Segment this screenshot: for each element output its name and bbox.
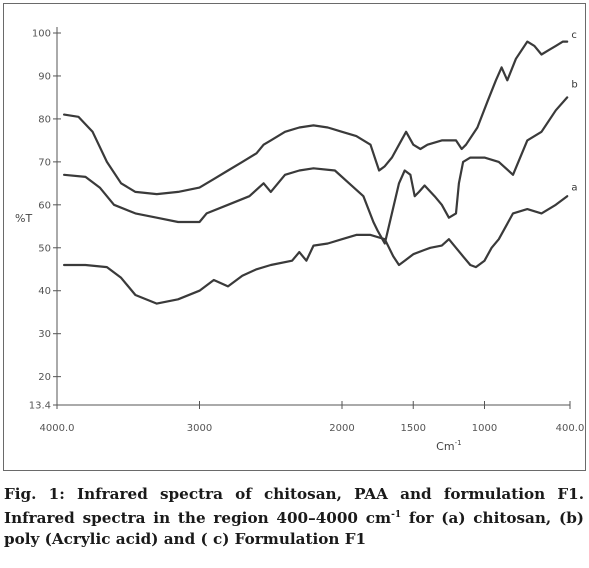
- x-axis-title-sup: -1: [455, 439, 462, 447]
- x-tick-label: 2000: [329, 423, 354, 434]
- series-group: [62, 40, 569, 305]
- series-line-b: [62, 96, 569, 245]
- series-line-a: [62, 195, 569, 305]
- caption-lead: Fig. 1: Infrared spectra of chitosan, PA…: [4, 485, 584, 503]
- x-tick-label: 400.0: [556, 423, 585, 434]
- x-tick-label: 1500: [401, 423, 426, 434]
- series-line-c: [62, 40, 569, 196]
- axes: 13.4 20 30 40 50 60 70 80 90 100 4000.0 3000 2000 150…: [15, 27, 584, 453]
- x-tick-label: 4000.0: [40, 423, 75, 434]
- y-tick-label: 13.4: [29, 401, 51, 412]
- y-tick-label: 90: [38, 71, 51, 82]
- series-label-a: a: [571, 183, 577, 194]
- y-tick-label: 60: [38, 200, 51, 211]
- ir-spectrum-chart: 13.4 20 30 40 50 60 70 80 90 100 4000.0 3000 2000 150…: [15, 27, 584, 453]
- figure-caption: Fig. 1: Infrared spectra of chitosan, PA…: [4, 484, 584, 550]
- y-tick-label: 20: [38, 372, 51, 383]
- x-tick-label: 3000: [187, 423, 212, 434]
- y-tick-label: 40: [38, 286, 51, 297]
- figure-frame: [3, 3, 586, 471]
- y-tick-label: 30: [38, 329, 51, 340]
- x-axis-title: Cm-1: [436, 439, 461, 453]
- caption-text-end: for (a) chitosan, (b) poly (Acrylic acid…: [4, 509, 584, 549]
- series-label-c: c: [571, 30, 577, 41]
- y-tick-label: 50: [38, 243, 51, 254]
- labels-group: c b a: [571, 30, 577, 193]
- y-tick-label: 100: [32, 29, 51, 40]
- series-label-b: b: [571, 80, 577, 91]
- caption-text: Infrared spectra in the region 400–4000 …: [4, 509, 392, 528]
- y-axis-title: %T: [15, 212, 32, 225]
- y-tick-label: 70: [38, 157, 51, 168]
- caption-superscript: -1: [391, 510, 402, 520]
- x-tick-label: 1000: [472, 423, 497, 434]
- y-tick-label: 80: [38, 114, 51, 125]
